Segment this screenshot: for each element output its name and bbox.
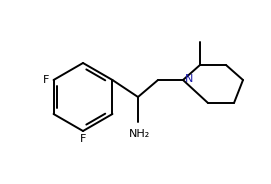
Text: N: N [185,74,193,84]
Text: NH₂: NH₂ [128,129,150,139]
Text: F: F [43,75,50,85]
Text: F: F [80,134,86,144]
